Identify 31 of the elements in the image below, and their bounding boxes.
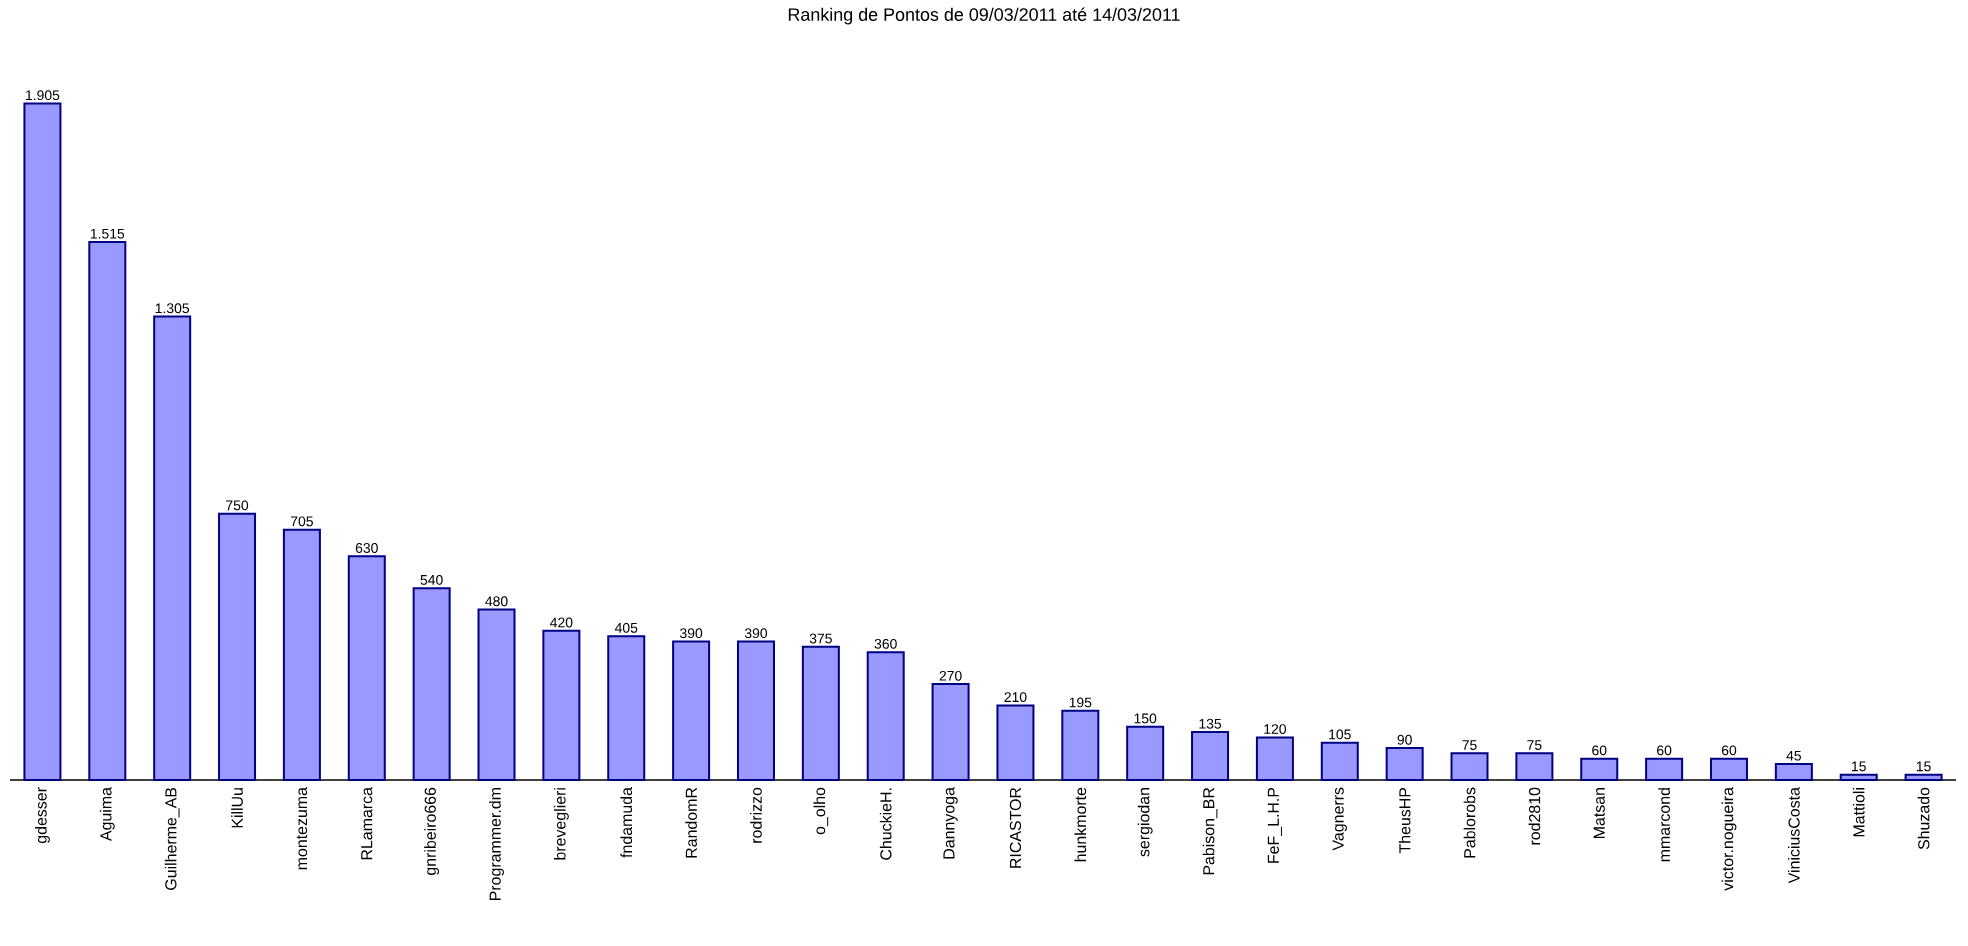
bar: [347, 555, 386, 781]
bar: [1774, 763, 1813, 781]
bar: [996, 704, 1035, 781]
bar: [1839, 773, 1878, 781]
bar: [412, 587, 451, 781]
bar: [1385, 747, 1424, 781]
bar: [88, 241, 127, 781]
chart-title: Ranking de Pontos de 09/03/2011 até 14/03/2011: [788, 7, 1180, 25]
bar: [736, 640, 775, 781]
bar: [1645, 757, 1684, 781]
bar: [931, 683, 970, 781]
bar: [866, 651, 905, 781]
bar: [1191, 731, 1230, 781]
bar: [282, 528, 321, 781]
bar: [1580, 757, 1619, 781]
bar: [1061, 709, 1100, 781]
bar: [23, 102, 62, 781]
bar: [218, 512, 257, 781]
bar: [1709, 757, 1748, 781]
bar: [542, 629, 581, 781]
bar: [1515, 752, 1554, 781]
bar: [1450, 752, 1489, 781]
bar: [1904, 773, 1943, 781]
bar: [477, 608, 516, 781]
bar: [1320, 741, 1359, 781]
bar: [1255, 736, 1294, 781]
bar: [672, 640, 711, 781]
bar: [801, 645, 840, 781]
bar: [153, 315, 192, 781]
bar: [607, 635, 646, 781]
bar: [1126, 725, 1165, 781]
